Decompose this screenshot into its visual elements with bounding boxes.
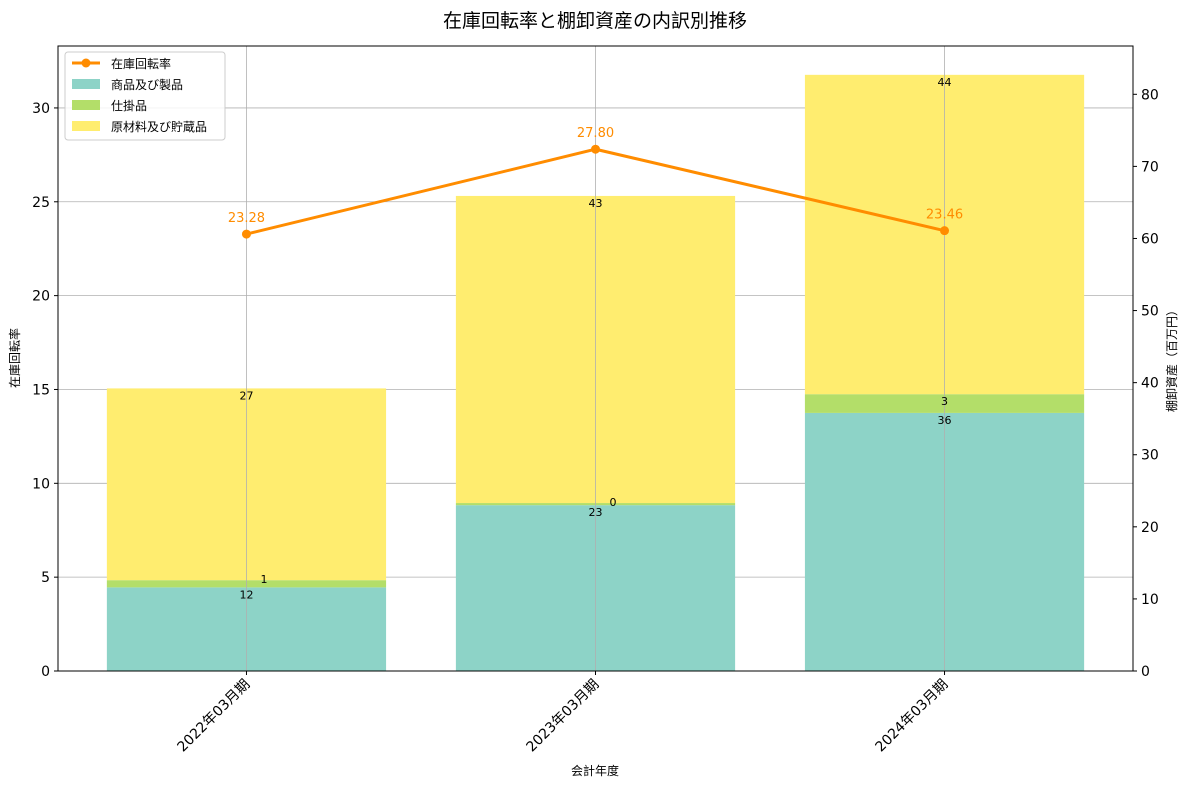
y-right-tick-label: 70 (1141, 159, 1159, 175)
y-right-tick-label: 10 (1141, 592, 1159, 608)
turnover-label: 23.28 (228, 211, 265, 226)
y-left-tick-label: 5 (41, 570, 50, 586)
y-right-tick-label: 50 (1141, 304, 1159, 320)
legend-label: 在庫回転率 (111, 56, 171, 71)
y-left-tick-label: 25 (32, 195, 50, 211)
legend-line-marker (81, 58, 91, 68)
y-left-tick-label: 10 (32, 476, 50, 492)
bar-value-label: 27 (239, 389, 253, 402)
y-right-tick-label: 20 (1141, 520, 1159, 536)
legend-swatch (72, 79, 100, 89)
legend-label: 商品及び製品 (111, 77, 183, 92)
bar-value-label: 23 (589, 506, 603, 519)
y-right-tick-label: 60 (1141, 231, 1159, 247)
x-axis-label: 会計年度 (571, 763, 619, 778)
legend-label: 仕掛品 (111, 98, 147, 113)
bar-value-label: 43 (589, 197, 603, 210)
y-right-tick-label: 30 (1141, 448, 1159, 464)
x-tick-label: 2022年03月期 (174, 677, 253, 756)
y-left-tick-label: 20 (32, 289, 50, 305)
bar-value-label: 0 (610, 496, 617, 509)
y-left-tick-label: 30 (32, 101, 50, 117)
bar-value-label: 12 (239, 588, 253, 601)
y-right-tick-label: 40 (1141, 376, 1159, 392)
y-axis-right-label: 棚卸資産（百万円） (1164, 304, 1179, 412)
bar-value-label: 1 (260, 573, 267, 586)
y-left-tick-label: 15 (32, 382, 50, 398)
legend-box (64, 51, 226, 141)
y-right-tick-label: 0 (1141, 664, 1150, 680)
turnover-point (591, 144, 600, 154)
y-left-tick-label: 0 (41, 664, 50, 680)
turnover-label: 23.46 (926, 208, 963, 223)
legend-label: 原材料及び貯蔵品 (111, 120, 207, 134)
bar-value-label: 3 (941, 395, 948, 408)
legend-swatch (72, 100, 100, 110)
y-right-tick-label: 80 (1141, 87, 1159, 103)
legend-swatch (72, 121, 100, 131)
turnover-label: 27.80 (577, 126, 614, 141)
bar-value-label: 36 (938, 414, 952, 427)
turnover-point (241, 229, 251, 239)
turnover-point (940, 226, 950, 236)
chart-title: 在庫回転率と棚卸資産の内訳別推移 (443, 10, 747, 32)
y-axis-left-label: 在庫回転率 (7, 328, 22, 388)
x-tick-label: 2023年03月期 (524, 677, 603, 756)
x-tick-label: 2024年03月期 (873, 677, 952, 756)
bar-value-label: 44 (938, 76, 952, 89)
